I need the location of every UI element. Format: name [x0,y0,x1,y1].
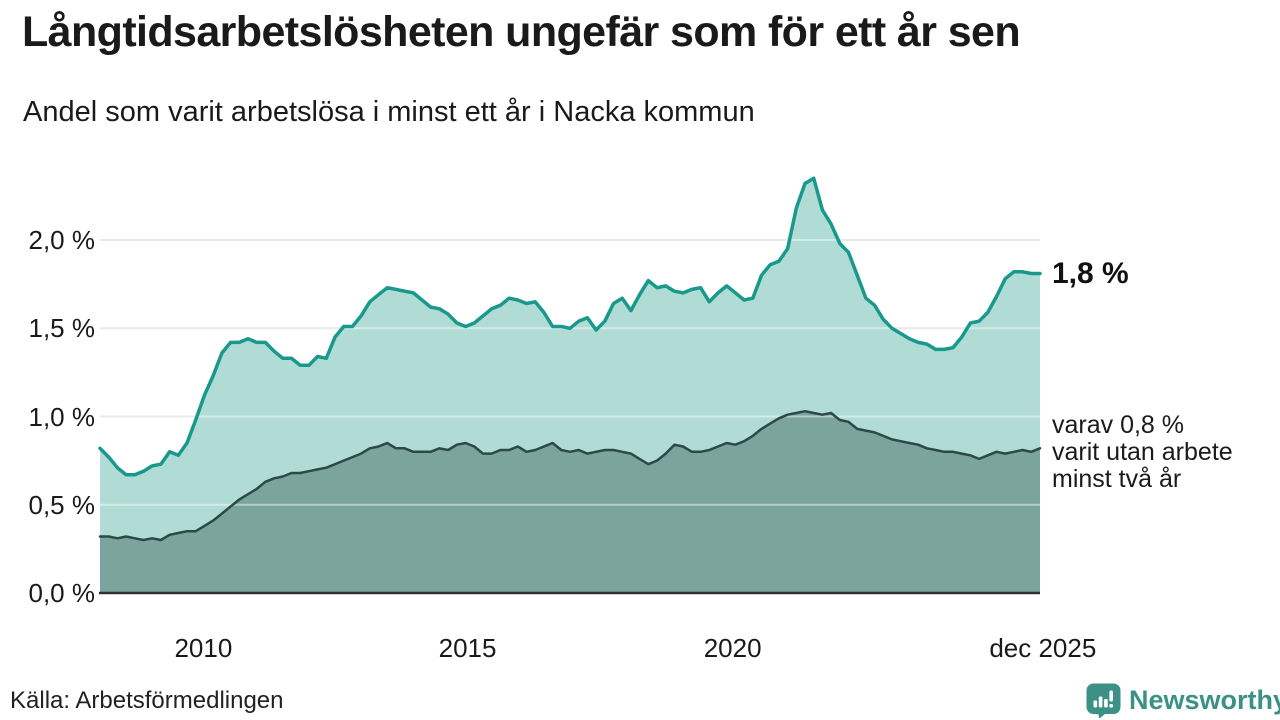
y-tick-label: 1,5 % [28,313,96,344]
x-tick-label: 2015 [438,633,497,663]
annotation-latest-total: 1,8 % [1052,257,1129,290]
newsworthy-logo-icon [1086,683,1121,719]
y-tick-label: 2,0 % [28,225,96,255]
x-tick-label: 2010 [174,633,233,663]
brand-wordmark: Newsworthy [1129,685,1280,715]
brand-logo: Newsworthy [1086,683,1280,719]
chart-subtitle: Andel som varit arbetslösa i minst ett å… [23,96,755,128]
x-tick-label: 2020 [703,633,762,663]
annotation-secondary: varav 0,8 % varit utan arbete minst två … [1052,411,1233,493]
chart-title: Långtidsarbetslösheten ungefär som för e… [22,8,1021,56]
source-label: Källa: Arbetsförmedlingen [10,687,284,714]
y-tick-label: 0,0 % [28,578,96,608]
y-tick-label: 1,0 % [28,401,96,432]
x-tick-label: dec 2025 [989,633,1097,663]
y-tick-label: 0,5 % [28,489,96,520]
